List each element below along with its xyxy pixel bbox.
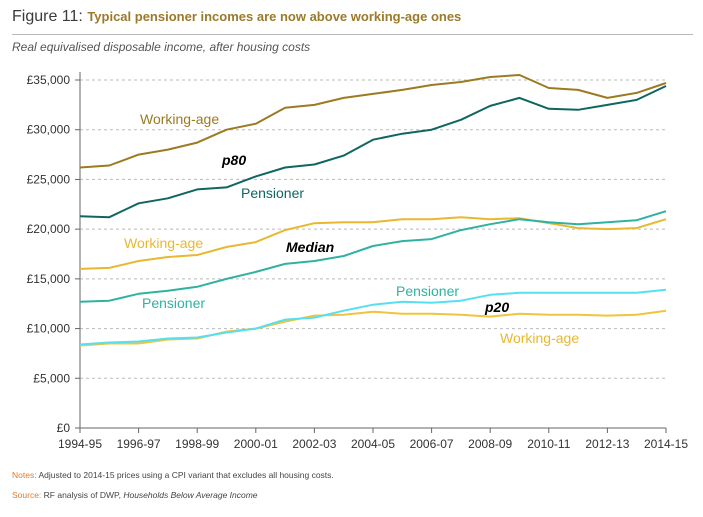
source-publication: Households Below Average Income bbox=[123, 490, 258, 500]
notes-text: Adjusted to 2014-15 prices using a CPI v… bbox=[36, 470, 334, 480]
figure-heading: Figure 11: Typical pensioner incomes are… bbox=[12, 8, 461, 26]
x-tick-label: 2002-03 bbox=[292, 437, 336, 451]
annotation-p80-label: p80 bbox=[221, 152, 246, 168]
y-tick-label: £30,000 bbox=[27, 123, 71, 137]
x-tick-label: 2000-01 bbox=[234, 437, 278, 451]
annotation-pen-p20-label: Pensioner bbox=[396, 283, 459, 299]
annotation-wa-p80-label: Working-age bbox=[140, 111, 219, 127]
x-tick-label: 2008-09 bbox=[468, 437, 512, 451]
chart-source: Source: RF analysis of DWP, Households B… bbox=[12, 490, 258, 500]
annotation-pen-p80-label: Pensioner bbox=[241, 185, 304, 201]
series-line-working-age-p80 bbox=[79, 74, 667, 169]
y-tick-label: £15,000 bbox=[27, 272, 71, 286]
y-tick-label: £5,000 bbox=[33, 371, 70, 385]
series-line-pensioner-p80 bbox=[79, 85, 667, 219]
y-tick-label: £35,000 bbox=[27, 73, 71, 87]
annotation-median-label: Median bbox=[286, 239, 334, 255]
figure-title: Typical pensioner incomes are now above … bbox=[87, 9, 462, 24]
x-tick-label: 2010-11 bbox=[527, 437, 570, 451]
notes-label: Notes: bbox=[12, 470, 37, 480]
series-line-working-age-median bbox=[79, 216, 667, 270]
source-label: Source: bbox=[12, 490, 42, 500]
source-text: RF analysis of DWP, bbox=[41, 490, 124, 500]
x-tick-label: 2004-05 bbox=[351, 437, 395, 451]
y-tick-label: £25,000 bbox=[27, 172, 71, 186]
annotation-wa-median-label: Working-age bbox=[124, 235, 203, 251]
x-tick-label: 2006-07 bbox=[410, 437, 454, 451]
chart-notes: Notes: Adjusted to 2014-15 prices using … bbox=[12, 470, 334, 480]
series-line-pensioner-median bbox=[79, 210, 667, 303]
x-tick-label: 2012-13 bbox=[585, 437, 629, 451]
x-tick-label: 1998-99 bbox=[175, 437, 219, 451]
y-tick-label: £0 bbox=[57, 421, 71, 435]
y-tick-label: £20,000 bbox=[27, 222, 71, 236]
title-divider bbox=[12, 34, 693, 35]
figure-number: Figure 11: bbox=[12, 8, 83, 25]
x-tick-label: 1994-95 bbox=[58, 437, 102, 451]
annotation-p20-label: p20 bbox=[484, 299, 509, 315]
annotation-pen-median-label: Pensioner bbox=[142, 295, 205, 311]
x-tick-label: 2014-15 bbox=[644, 437, 688, 451]
x-tick-label: 1996-97 bbox=[117, 437, 161, 451]
chart-subtitle: Real equivalised disposable income, afte… bbox=[12, 40, 311, 54]
y-tick-label: £10,000 bbox=[27, 322, 71, 336]
annotation-wa-p20-label: Working-age bbox=[500, 330, 579, 346]
series-line-pensioner-p20 bbox=[79, 288, 667, 346]
